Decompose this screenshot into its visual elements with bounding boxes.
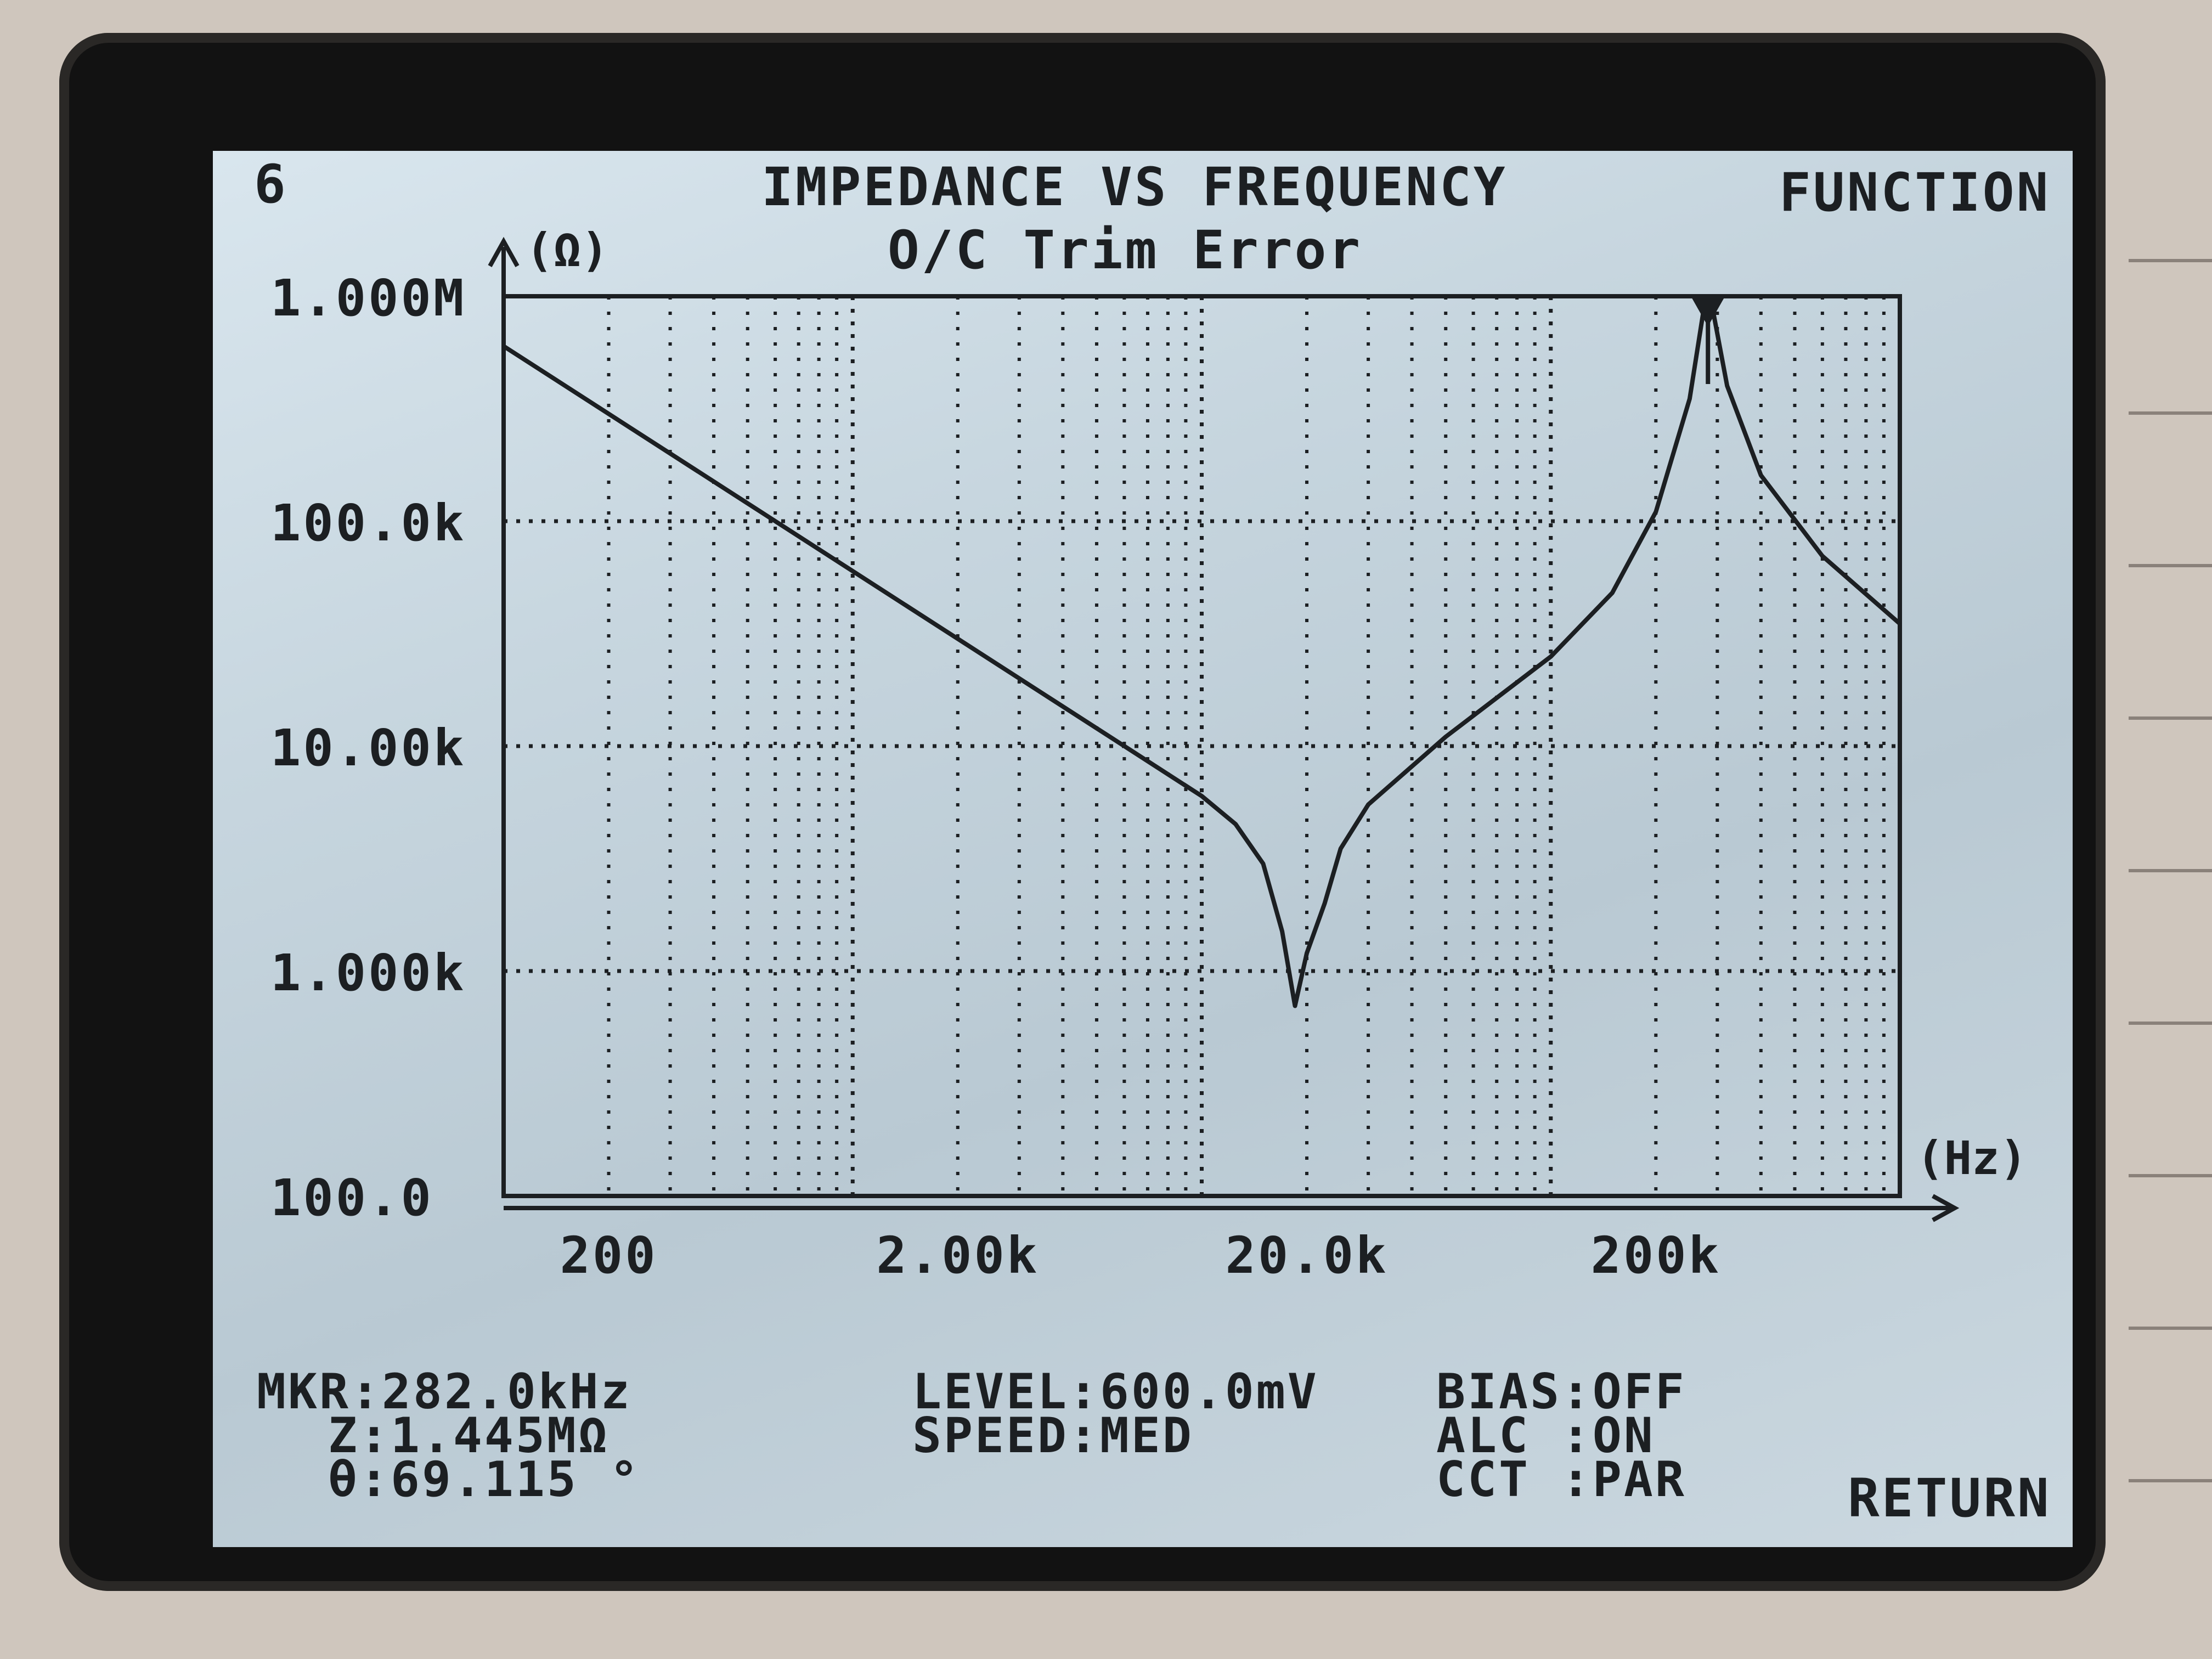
y-tick-label: 10.00k [270,719,466,777]
y-axis-arrow [488,236,520,267]
x-tick-label: 200k [1590,1226,1721,1285]
marker-frequency-readout: MKR:282.0kHz [257,1363,632,1420]
x-tick-label: 2.00k [876,1226,1039,1285]
page-number: 6 [254,154,288,215]
chart-title: IMPEDANCE VS FREQUENCY [761,156,1508,218]
return-softkey[interactable]: RETURN [1848,1468,2051,1529]
alc-readout: ALC :ON [1436,1407,1655,1464]
level-readout: LEVEL:600.0mV [912,1363,1319,1420]
lcd-screen: 6 IMPEDANCE VS FREQUENCY O/C Trim Error … [213,151,2073,1547]
impedance-readout: Z:1.445MΩ [328,1407,610,1464]
speed-readout: SPEED:MED [912,1407,1194,1464]
y-tick-label: 100.0k [270,494,466,552]
axes [488,236,1960,1222]
function-softkey[interactable]: FUNCTION [1779,162,2051,223]
y-tick-labels: 1.000M 100.0k 10.00k 1.000k 100.0 [270,269,466,1227]
major-grid [504,296,1900,1196]
theta-readout: θ:69.115 ° [328,1451,641,1508]
y-tick-label: 1.000M [270,269,466,328]
x-tick-label: 200 [560,1226,657,1285]
y-tick-label: 1.000k [270,944,466,1002]
y-tick-label: 100.0 [270,1169,433,1227]
bias-readout: BIAS:OFF [1436,1363,1686,1420]
marker-cursor [1691,296,1725,384]
cct-readout: CCT :PAR [1436,1451,1686,1508]
x-axis-label: (Hz) [1916,1131,2027,1185]
instrument-bezel: 6 IMPEDANCE VS FREQUENCY O/C Trim Error … [59,33,2106,1591]
x-tick-label: 20.0k [1226,1226,1389,1285]
x-axis-arrow [1932,1194,1960,1222]
y-axis-label: (Ω) [526,223,609,277]
background-paper-lines [2129,110,2212,1591]
x-tick-labels: 200 2.00k 20.0k 200k [560,1226,1721,1285]
chart-subtitle: O/C Trim Error [888,219,1363,281]
